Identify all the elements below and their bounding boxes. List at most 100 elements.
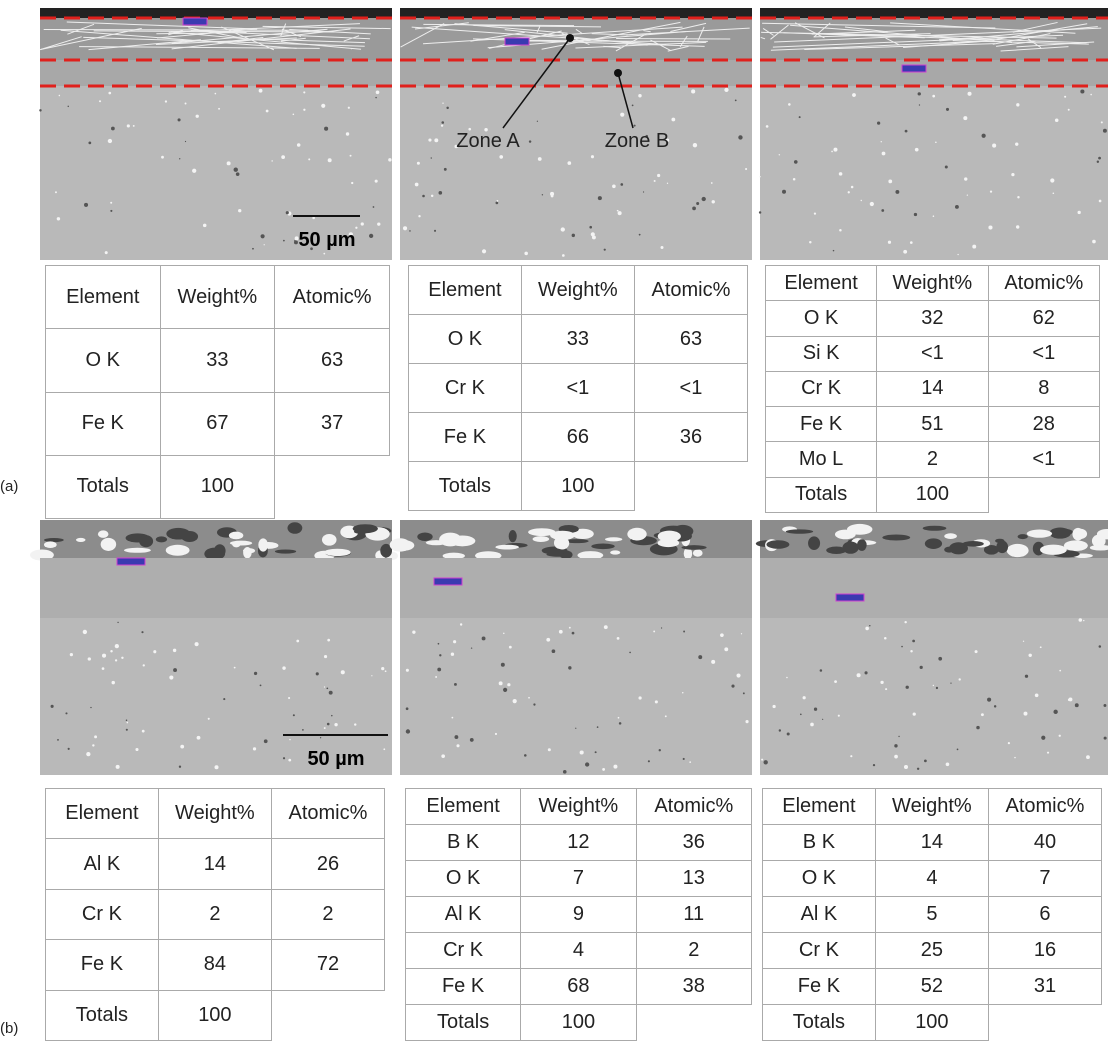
table-cell: 33 xyxy=(160,329,275,392)
particle xyxy=(920,666,923,669)
particle xyxy=(852,93,856,97)
edge-relief xyxy=(925,538,942,549)
table-cell: Fe K xyxy=(406,969,521,1005)
particle xyxy=(620,183,623,186)
particle xyxy=(702,197,706,201)
zone-point xyxy=(614,69,622,77)
table-cell: Weight% xyxy=(160,266,275,329)
table-cell: 63 xyxy=(634,315,747,364)
spectrum-marker xyxy=(505,38,529,45)
particle xyxy=(441,754,445,758)
table-cell: Weight% xyxy=(158,789,271,839)
particle xyxy=(671,118,675,122)
table-row: ElementWeight%Atomic% xyxy=(409,266,748,315)
particle xyxy=(857,673,861,677)
particle xyxy=(65,712,67,714)
particle xyxy=(264,244,265,245)
table-cell: Cr K xyxy=(46,889,159,939)
particle xyxy=(173,668,177,672)
edge-relief xyxy=(243,548,255,553)
particle xyxy=(320,737,321,738)
particle xyxy=(236,172,240,176)
table-cell: 13 xyxy=(636,861,751,897)
particle xyxy=(987,698,991,702)
edge-relief xyxy=(166,528,190,540)
particle xyxy=(595,751,597,753)
particle xyxy=(667,183,668,184)
particle xyxy=(439,191,443,195)
edge-relief xyxy=(766,540,789,549)
particle xyxy=(869,625,870,626)
particle xyxy=(1064,96,1066,98)
particle xyxy=(303,91,305,93)
table-row: Cr K<1<1 xyxy=(409,364,748,413)
particle xyxy=(165,100,167,102)
particle xyxy=(218,108,220,110)
particle xyxy=(261,234,265,238)
particle xyxy=(68,748,70,750)
particle xyxy=(355,227,357,229)
particle xyxy=(406,669,409,672)
edge-relief xyxy=(324,549,350,556)
particle xyxy=(179,766,181,768)
particle xyxy=(632,104,634,106)
particle xyxy=(935,141,937,143)
table-cell: Element xyxy=(46,266,161,329)
particle xyxy=(214,765,218,769)
edge-relief xyxy=(44,538,64,542)
particle xyxy=(350,155,352,157)
particle xyxy=(1025,675,1028,678)
particle xyxy=(297,143,301,147)
particle xyxy=(528,697,530,699)
particle xyxy=(283,757,285,759)
particle xyxy=(735,99,737,101)
table-cell: O K xyxy=(763,861,876,897)
particle xyxy=(406,707,409,710)
particle xyxy=(409,230,411,232)
particle xyxy=(982,134,986,138)
particle xyxy=(873,764,875,766)
particle xyxy=(638,696,641,699)
eds-table: ElementWeight%Atomic%Al K1426Cr K22Fe K8… xyxy=(45,788,385,1041)
particle xyxy=(851,186,854,189)
particle xyxy=(1017,196,1019,198)
table-row: Cr K2516 xyxy=(763,933,1102,969)
edge-relief xyxy=(658,531,681,542)
particle xyxy=(173,649,176,652)
particle xyxy=(915,148,919,152)
table-cell: 63 xyxy=(275,329,390,392)
particle xyxy=(507,683,510,686)
particle xyxy=(933,685,934,686)
particle xyxy=(84,203,88,207)
edge-relief xyxy=(944,533,957,539)
table-cell: Element xyxy=(46,789,159,839)
particle xyxy=(738,135,742,139)
particle xyxy=(568,666,571,669)
particle xyxy=(501,663,505,667)
table-cell: 67 xyxy=(160,392,275,455)
table-cell: Cr K xyxy=(766,371,877,406)
particle xyxy=(612,184,616,188)
particle xyxy=(533,703,535,705)
particle xyxy=(910,650,912,652)
particle xyxy=(373,206,375,208)
particle xyxy=(327,639,330,642)
particle xyxy=(346,132,349,135)
table-row: Totals100 xyxy=(46,455,390,518)
edge-relief xyxy=(354,530,368,534)
particle xyxy=(192,169,196,173)
particle xyxy=(654,180,656,182)
particle xyxy=(1098,157,1101,160)
table-cell: 28 xyxy=(988,407,1099,442)
particle xyxy=(1055,118,1059,122)
particle xyxy=(142,730,145,733)
particle xyxy=(972,245,976,249)
edge-relief xyxy=(44,541,57,548)
table-cell: 37 xyxy=(275,392,390,455)
edge-relief xyxy=(857,539,867,551)
particle xyxy=(905,130,908,133)
particle xyxy=(108,92,111,95)
particle xyxy=(766,125,769,128)
particle xyxy=(567,161,571,165)
particle xyxy=(786,677,788,679)
